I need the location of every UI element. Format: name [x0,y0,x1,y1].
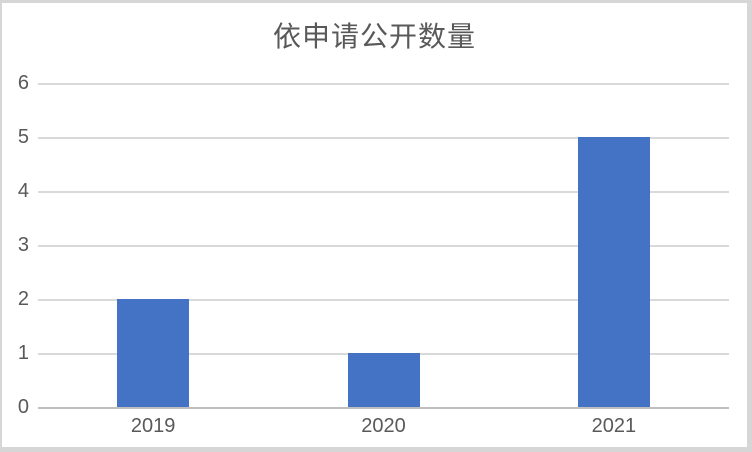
y-tick-label-1: 1 [17,342,29,364]
y-tick-label-6: 6 [17,72,29,94]
x-axis-line [38,407,729,409]
y-tick-label-5: 5 [17,126,29,148]
plot-area: 6 5 4 3 2 1 0 2019 2020 2021 [2,3,747,447]
gridline-y3 [38,245,729,247]
bar-2021 [577,137,650,407]
gridline-y6 [38,83,729,85]
y-tick-label-0: 0 [17,396,29,418]
x-tick-label-2021: 2021 [591,415,637,437]
gridline-y4 [38,191,729,193]
y-tick-label-3: 3 [17,234,29,256]
y-tick-label-4: 4 [17,180,29,202]
gridline-y2 [38,299,729,301]
bar-2019 [117,299,190,407]
chart-title: 依申请公开数量 [272,21,476,52]
y-tick-label-2: 2 [17,288,29,310]
bar-2020 [347,353,420,407]
gridline-y5 [38,137,729,139]
x-tick-label-2020: 2020 [361,415,406,437]
x-tick-label-2019: 2019 [130,415,176,437]
